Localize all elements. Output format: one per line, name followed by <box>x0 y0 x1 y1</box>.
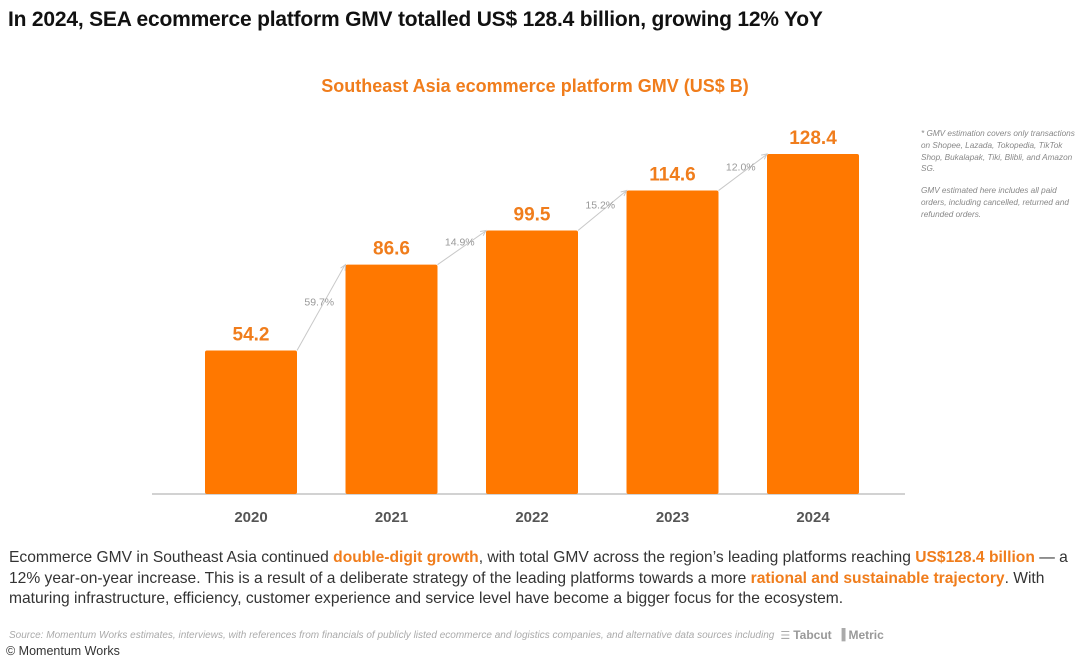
growth-connector-3 <box>718 154 767 191</box>
growth-arrowhead-2 <box>620 189 628 197</box>
bar-2024 <box>767 154 859 494</box>
summary-highlight: US$128.4 billion <box>915 549 1035 566</box>
headline: In 2024, SEA ecommerce platform GMV tota… <box>8 8 823 31</box>
category-label-2021: 2021 <box>375 509 408 526</box>
note-coverage: * GMV estimation covers only transaction… <box>921 129 1075 174</box>
value-label-2024: 128.4 <box>789 128 837 149</box>
value-label-2020: 54.2 <box>233 324 270 345</box>
metric-bar-chart-icon: ▐ <box>837 629 846 641</box>
tabcut-logo: ☰ Tabcut <box>780 628 831 642</box>
copyright: © Momentum Works <box>6 644 120 658</box>
value-label-2023: 114.6 <box>649 165 696 186</box>
summary-paragraph: Ecommerce GMV in Southeast Asia continue… <box>9 548 1079 610</box>
source-text: Source: Momentum Works estimates, interv… <box>9 629 775 641</box>
bar-2021 <box>345 264 438 494</box>
chart-notes: * GMV estimation covers only transaction… <box>921 128 1080 231</box>
tabcut-icon: ☰ <box>780 629 791 642</box>
note-definition: GMV estimated here includes all paid ord… <box>921 186 1069 219</box>
growth-label-0: 59.7% <box>304 297 334 309</box>
summary-text: Ecommerce GMV in Southeast Asia continue… <box>9 549 334 566</box>
growth-arrowhead-1 <box>479 229 487 237</box>
growth-label-1: 14.9% <box>445 237 475 249</box>
category-label-2022: 2022 <box>515 509 548 526</box>
growth-connector-1 <box>437 231 486 266</box>
growth-connector-0 <box>296 265 345 351</box>
metric-label: Metric <box>848 628 884 642</box>
category-label-2023: 2023 <box>656 509 689 526</box>
summary-text: . With maturing infrastructure, efficien… <box>9 569 1045 608</box>
source-line: Source: Momentum Works estimates, interv… <box>9 628 884 642</box>
growth-label-3: 12.0% <box>726 161 756 173</box>
category-label-2020: 2020 <box>234 509 267 526</box>
growth-arrowhead-0 <box>340 263 347 271</box>
summary-text: , with total GMV across the region’s lea… <box>478 549 916 566</box>
tabcut-label: Tabcut <box>793 628 832 642</box>
summary-highlight: rational and sustainable trajectory <box>750 569 1005 587</box>
metric-logo: ▐ Metric <box>838 628 884 642</box>
growth-arrowhead-3 <box>761 153 768 160</box>
bar-2020 <box>205 350 297 494</box>
bar-2023 <box>626 190 719 494</box>
growth-connector-2 <box>577 191 626 231</box>
chart-title: Southeast Asia ecommerce platform GMV (U… <box>321 76 749 96</box>
growth-label-2: 15.2% <box>585 200 615 212</box>
category-label-2024: 2024 <box>796 509 830 526</box>
bar-2022 <box>486 230 578 494</box>
summary-highlight: double-digit growth <box>333 549 479 566</box>
summary-text: — a 12% year-on-year increase. This is a… <box>9 549 1068 587</box>
value-label-2021: 86.6 <box>373 239 410 260</box>
value-label-2022: 99.5 <box>514 205 551 226</box>
